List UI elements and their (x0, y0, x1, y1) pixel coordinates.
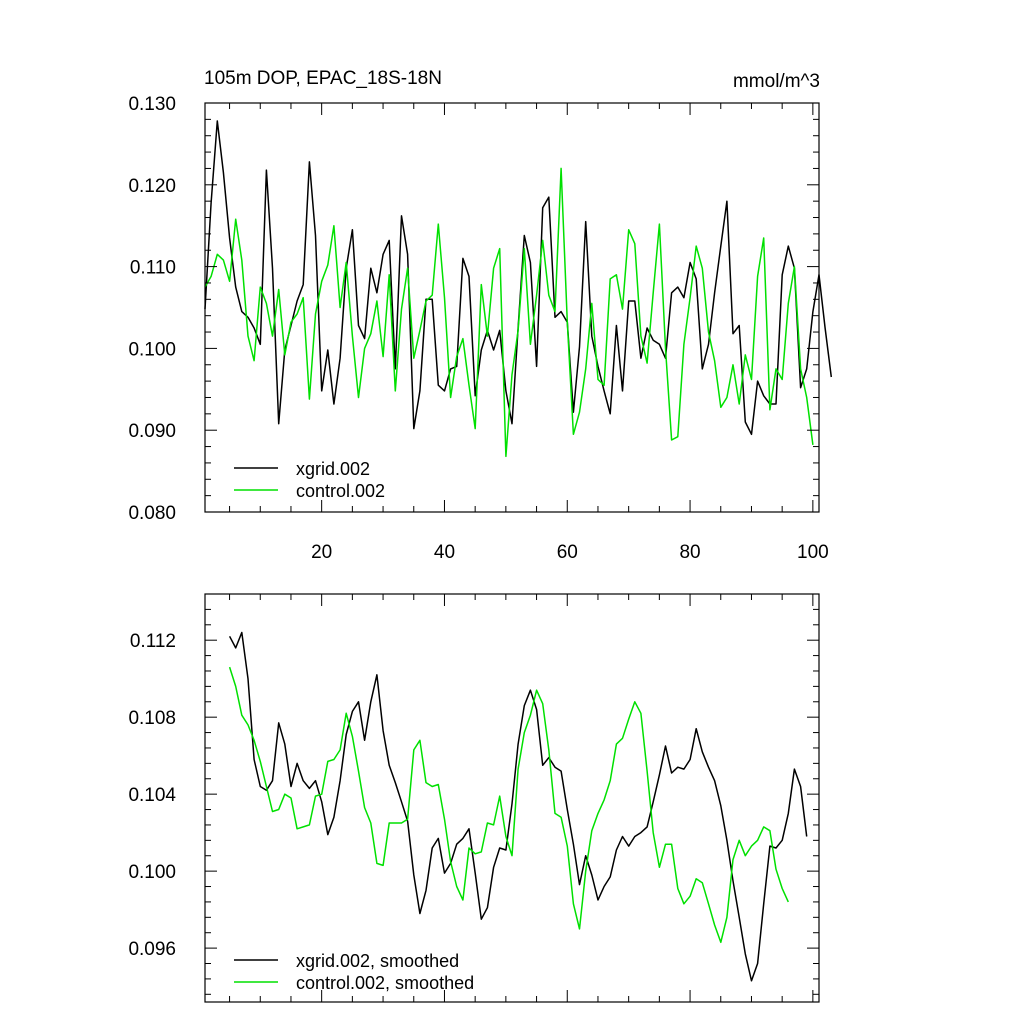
plot-frame-bottom (204, 593, 820, 1003)
chart-title: 105m DOP, EPAC_18S-18N (204, 68, 442, 89)
x-tick-label: 20 (311, 542, 332, 563)
y-tick-label: 0.112 (130, 631, 176, 652)
y-tick-label: 0.096 (128, 939, 176, 960)
plot-frame-top (204, 102, 820, 513)
legend-label: control.002, smoothed (296, 973, 474, 993)
legend-label: xgrid.002, smoothed (296, 951, 459, 971)
x-tick-label: 40 (434, 542, 455, 563)
y-tick-label: 0.100 (128, 862, 176, 883)
y-tick-label: 0.110 (130, 258, 176, 279)
x-tick-label: 60 (557, 542, 578, 563)
series-line-bottom-control (228, 666, 789, 944)
units-label: mmol/m^3 (733, 71, 820, 92)
x-tick-label: 100 (797, 542, 829, 563)
top-panel: 20 40 60 80 100 0.080 0.090 0.100 0.110 0.120 0.13… (128, 94, 833, 563)
series-line-bottom-xgrid (228, 631, 808, 982)
legend-label: xgrid.002 (296, 459, 370, 479)
y-tick-label: 0.104 (128, 785, 176, 806)
bottom-panel: 0.096 0.100 0.104 0.108 0.112 xgrid.002, smo… (128, 593, 820, 1003)
series-line-top-xgrid (204, 120, 833, 436)
y-tick-label: 0.108 (128, 708, 176, 729)
legend-label: control.002 (296, 481, 385, 501)
series-line-top-control (204, 167, 814, 458)
y-tick-label: 0.120 (128, 176, 176, 197)
y-tick-label: 0.080 (128, 503, 176, 524)
x-tick-label: 80 (679, 542, 700, 563)
y-tick-label: 0.090 (128, 421, 176, 442)
y-tick-label: 0.100 (128, 339, 176, 360)
y-tick-label: 0.130 (128, 94, 176, 115)
